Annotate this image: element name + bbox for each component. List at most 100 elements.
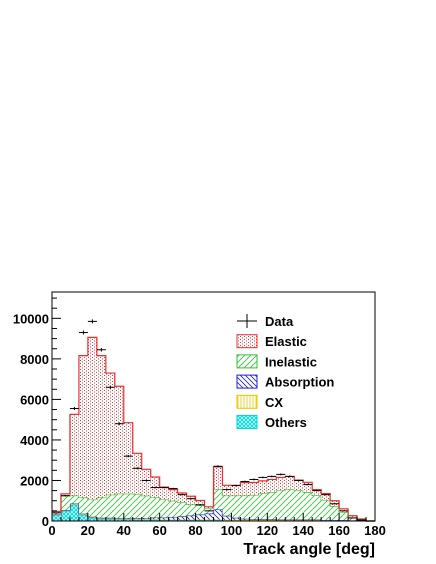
bar-inelastic-5 [96,497,106,518]
bar-others-4 [87,517,97,521]
data-point-19 [222,488,232,491]
bar-elastic-1 [60,493,70,496]
bar-elastic-16 [195,500,205,506]
data-points [51,319,367,521]
data-point-27 [294,479,304,482]
data-point-12 [159,486,169,489]
x-tick-label-140: 140 [292,523,314,538]
data-point-14 [177,493,187,496]
bar-inelastic-14 [177,502,187,517]
bar-absorption-19 [222,515,232,520]
hatch-inelastic-icon [236,354,258,369]
bar-inelastic-30 [321,499,331,521]
bar-inelastic-33 [348,517,358,521]
bar-inelastic-8 [123,493,133,518]
bar-others-3 [78,514,88,521]
data-point-6 [105,385,115,389]
bar-inelastic-25 [276,490,286,520]
bar-inelastic-27 [294,490,304,520]
data-point-22 [249,478,259,481]
data-point-7 [114,422,124,426]
bar-elastic-26 [285,476,295,490]
y-tick-label-6000: 6000 [20,392,49,407]
x-tick-label-40: 40 [117,523,131,538]
bar-absorption-18 [213,509,223,520]
y-tick-label-4000: 4000 [20,433,49,448]
bar-inelastic-10 [141,495,151,518]
bar-absorption-16 [195,514,205,520]
bar-elastic-2 [69,414,79,496]
bar-elastic-22 [249,482,259,495]
bar-absorption-13 [168,516,178,520]
bar-inelastic-2 [69,495,79,504]
x-tick-label-160: 160 [328,523,350,538]
data-point-24 [267,475,277,478]
data-point-28 [303,483,313,486]
data-point-0 [51,512,61,514]
data-point-13 [168,487,178,490]
data-point-32 [339,510,349,512]
bar-elastic-7 [114,386,124,494]
bar-others-8 [123,519,133,521]
data-point-5 [96,347,106,352]
bar-others-11 [150,519,160,521]
bar-inelastic-12 [159,499,169,518]
bar-elastic-20 [231,485,241,496]
bar-inelastic-21 [240,495,250,519]
data-point-30 [321,493,331,496]
bar-absorption-20 [231,517,241,520]
legend-item-others: Others [236,415,307,430]
bar-elastic-5 [96,355,106,498]
bar-inelastic-0 [52,512,61,515]
bar-elastic-19 [222,485,232,496]
x-axis-title: Track angle [deg] [243,541,375,558]
legend-label: CX [265,395,283,410]
legend: Data Elastic Inelastic Absorption CX Others [236,314,334,430]
bar-inelastic-22 [249,494,259,520]
x-tick-label-120: 120 [256,523,278,538]
bar-inelastic-18 [213,489,223,510]
data-point-10 [141,479,151,482]
data-point-4 [87,319,97,324]
bar-absorption-11 [150,517,160,520]
bar-elastic-10 [141,469,151,496]
bar-others-7 [114,519,124,521]
legend-item-inelastic: Inelastic [236,354,317,369]
bar-others-0 [52,514,61,521]
bar-inelastic-28 [303,492,313,520]
bar-others-2 [69,504,79,521]
hatch-elastic-icon [236,334,258,349]
legend-label: Others [265,415,307,430]
bar-elastic-18 [213,466,223,490]
bar-inelastic-7 [114,493,124,518]
bar-inelastic-11 [150,497,160,518]
bar-elastic-8 [123,422,133,494]
bar-absorption-14 [177,516,187,520]
bar-inelastic-1 [60,495,70,511]
data-point-8 [123,455,133,458]
bar-inelastic-32 [339,512,349,521]
bar-elastic-17 [204,506,214,509]
bar-elastic-29 [312,489,322,496]
y-tick-label-2000: 2000 [20,473,49,488]
legend-label: Data [265,314,294,329]
bar-elastic-4 [87,337,97,500]
stacked-bars [52,336,375,522]
x-tick-label-60: 60 [152,523,166,538]
data-point-2 [69,407,79,411]
x-tick-label-0: 0 [48,523,55,538]
bar-elastic-33 [348,515,358,518]
outline-elastic [52,336,375,522]
data-point-18 [213,465,223,468]
y-axis: 0 2000 4000 6000 8000 10000 [13,297,61,529]
bar-absorption-15 [186,515,196,520]
data-point-1 [60,494,70,497]
legend-label: Inelastic [265,354,317,369]
bar-inelastic-4 [87,499,97,517]
bar-absorption-10 [141,517,151,520]
bar-inelastic-9 [132,493,142,519]
data-point-9 [132,467,142,470]
bar-elastic-27 [294,480,304,491]
bar-absorption-17 [204,513,214,520]
legend-item-absorption: Absorption [236,374,334,390]
